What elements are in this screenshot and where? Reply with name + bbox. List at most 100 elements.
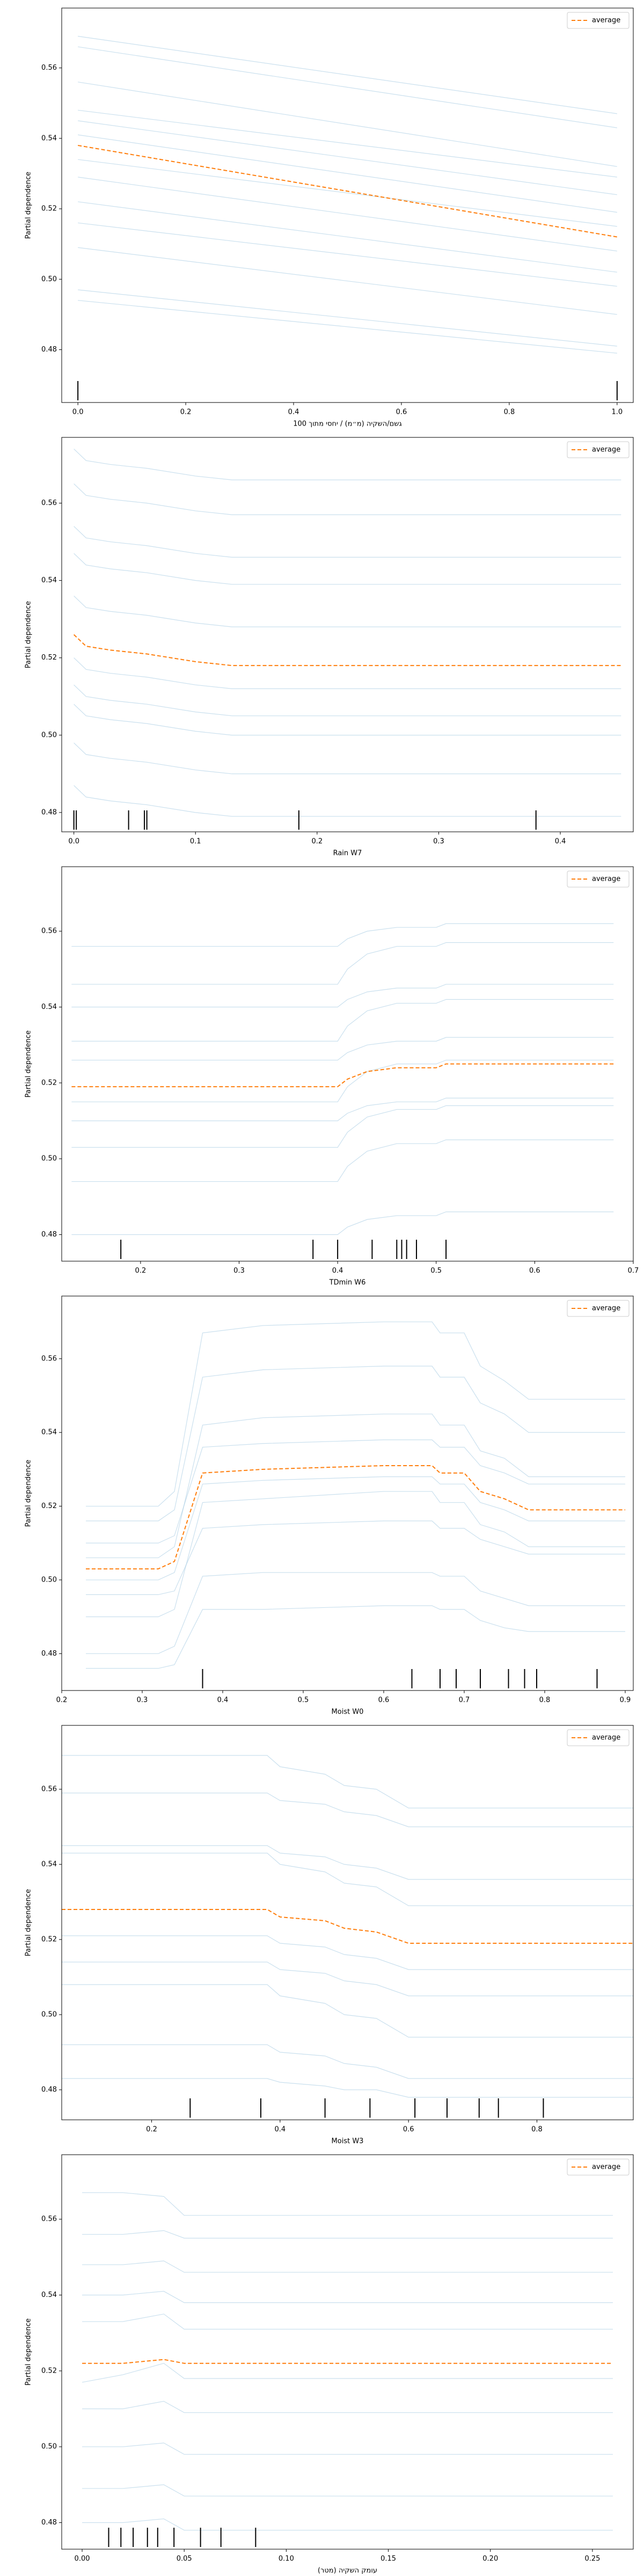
x-axis-label: Moist W3: [332, 2138, 364, 2146]
x-tick-label: 0.3: [433, 838, 444, 846]
ice-line: [71, 1097, 614, 1122]
y-tick-label: 0.48: [41, 346, 57, 354]
plot-area: [71, 923, 614, 1259]
x-tick-label: 0.6: [378, 1696, 390, 1704]
x-tick-label: 0.3: [137, 1696, 148, 1704]
x-tick-label: 0.6: [403, 2126, 414, 2134]
x-tick-label: 0.2: [135, 1267, 147, 1275]
y-tick-label: 0.48: [41, 2519, 57, 2527]
y-tick-label: 0.50: [41, 2443, 57, 2451]
x-tick-label: 0.25: [584, 2555, 600, 2563]
ice-line: [71, 1037, 614, 1061]
y-axis-label: Partial dependence: [25, 601, 33, 668]
legend-box: [567, 870, 630, 888]
x-tick-label: 0.7: [628, 1267, 639, 1275]
ice-line: [78, 159, 617, 227]
axes-frame: [61, 866, 634, 1262]
ice-line: [86, 1476, 625, 1580]
ice-line: [62, 1853, 633, 1906]
ice-line: [86, 1321, 625, 1507]
x-tick-label: 1.0: [612, 408, 623, 416]
ice-line: [74, 684, 621, 716]
ice-line: [74, 596, 621, 627]
plot-area: [62, 1755, 633, 2118]
y-tick-label: 0.56: [41, 1355, 57, 1363]
plot-area: [77, 35, 618, 400]
x-tick-label: 0.5: [298, 1696, 309, 1704]
ice-line: [82, 2363, 613, 2383]
legend-label: average: [592, 17, 620, 25]
plot-area: [73, 449, 621, 830]
legend-label: average: [592, 875, 620, 883]
ice-line: [86, 1491, 625, 1618]
x-tick-label: 0.5: [430, 1267, 442, 1275]
x-tick-label: 0.15: [380, 2555, 396, 2563]
y-tick-label: 0.50: [41, 2011, 57, 2019]
ice-line: [86, 1414, 625, 1558]
ice-line: [74, 742, 621, 774]
legend-label: average: [592, 2163, 620, 2171]
average-line: [77, 144, 618, 238]
panel: 0.48 0.50 0.52 0.54 0.56 0.00 0.05 0.10 0.15 0.20…: [25, 2154, 634, 2575]
panel: 0.48 0.50 0.52 0.54 0.56 0.2 0.3 0.4 0.5 0.6 0.7 0.…: [25, 1296, 634, 1716]
y-axis-label: Partial dependence: [25, 1030, 33, 1097]
legend-box: [567, 1729, 630, 1746]
y-axis-label: Partial dependence: [25, 1460, 33, 1527]
ice-line: [78, 35, 617, 114]
ice-line: [78, 109, 617, 178]
y-tick-label: 0.52: [41, 2367, 57, 2375]
x-tick-label: 0.10: [279, 2555, 294, 2563]
y-tick-label: 0.56: [41, 64, 57, 72]
ice-line: [78, 120, 617, 195]
ice-line: [86, 1365, 625, 1521]
ice-line: [62, 1984, 633, 2038]
y-tick-label: 0.54: [41, 1429, 57, 1437]
legend-box: [567, 441, 630, 458]
ice-line: [74, 785, 621, 817]
x-tick-label: 0.7: [459, 1696, 470, 1704]
ice-line: [62, 1755, 633, 1809]
y-tick-label: 0.48: [41, 1650, 57, 1658]
y-axis-label: Partial dependence: [25, 172, 33, 239]
panel: 0.48 0.50 0.52 0.54 0.56 0.0 0.1 0.2 0.3 0.4 Rain …: [25, 437, 634, 858]
ice-line: [82, 2484, 613, 2497]
x-tick-label: 0.2: [180, 408, 192, 416]
ice-line: [71, 1059, 614, 1102]
axes-frame: [61, 2154, 634, 2550]
ice-line: [62, 2078, 633, 2098]
ice-line: [82, 2314, 613, 2330]
x-tick-label: 0.20: [482, 2555, 498, 2563]
legend-label: average: [592, 1734, 620, 1742]
ice-line: [86, 1572, 625, 1654]
x-tick-label: 0.1: [190, 838, 201, 846]
ice-line: [78, 300, 617, 354]
ice-line: [62, 1962, 633, 1996]
panel: 0.48 0.50 0.52 0.54 0.56 0.2 0.4 0.6 0.8 Moist W3…: [25, 1725, 634, 2146]
y-tick-label: 0.56: [41, 499, 57, 507]
average-line: [71, 1063, 614, 1087]
ice-line: [78, 247, 617, 315]
x-tick-label: 0.0: [72, 408, 84, 416]
ice-line: [82, 2192, 613, 2216]
x-tick-label: 0.2: [312, 838, 323, 846]
x-tick-label: 0.8: [531, 2126, 543, 2134]
ice-line: [74, 484, 621, 515]
y-tick-label: 0.50: [41, 1155, 57, 1163]
y-tick-label: 0.52: [41, 1502, 57, 1510]
y-tick-label: 0.50: [41, 1576, 57, 1584]
ice-line: [82, 2290, 613, 2303]
axes-frame: [61, 437, 634, 832]
ice-line: [82, 2401, 613, 2413]
ice-line: [78, 134, 617, 213]
x-axis-label: Rain W7: [333, 850, 362, 858]
axes-frame: [61, 8, 634, 403]
x-tick-label: 0.8: [504, 408, 515, 416]
ice-line: [82, 2260, 613, 2273]
ice-line: [74, 657, 621, 689]
plot-area: [82, 2192, 613, 2547]
y-tick-label: 0.54: [41, 1003, 57, 1011]
ice-line: [86, 1520, 625, 1595]
x-tick-label: 0.2: [146, 2126, 157, 2134]
legend-label: average: [592, 446, 620, 454]
y-axis-label: Partial dependence: [25, 2318, 33, 2385]
